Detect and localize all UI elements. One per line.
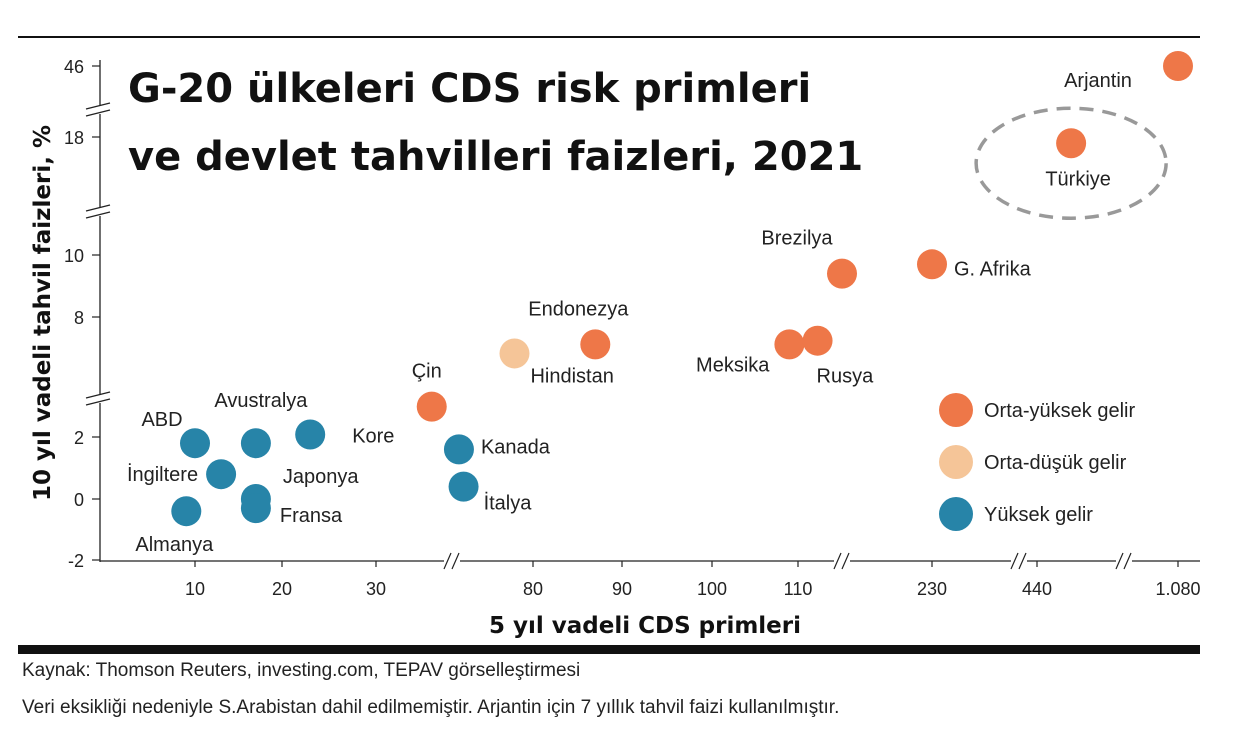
legend-swatch <box>939 445 973 479</box>
point-arjantin <box>1163 51 1193 81</box>
y-tick-label: 18 <box>64 128 84 148</box>
point-label-hindistan: Hindistan <box>530 365 613 387</box>
point-label-çin: Çin <box>412 361 442 383</box>
x-axis-break-mark <box>1123 552 1132 570</box>
point-abd <box>180 428 210 459</box>
x-tick-label: 230 <box>917 579 947 599</box>
chart-title-line-2: ve devlet tahvilleri faizleri, 2021 <box>128 134 863 180</box>
x-axis-break-gap <box>1116 558 1132 564</box>
point-rusya <box>802 325 833 356</box>
x-tick-label: 100 <box>697 579 727 599</box>
x-axis-title: 5 yıl vadeli CDS primleri <box>489 613 801 639</box>
point-çin <box>416 391 447 422</box>
x-axis-break-mark <box>1018 552 1027 570</box>
point-label-abd: ABD <box>141 409 182 431</box>
point-i-talya <box>448 471 479 502</box>
point-label-kore: Kore <box>352 425 394 447</box>
x-axis-break-mark <box>1115 552 1124 570</box>
point-endonezya <box>580 329 611 360</box>
point-kanada <box>443 434 474 465</box>
legend-label: Yüksek gelir <box>984 504 1093 526</box>
point-label-endonezya: Endonezya <box>528 298 629 320</box>
y-axis-break-low-gap <box>92 395 108 403</box>
legend-swatch <box>939 497 973 531</box>
y-axis-break-high-mark <box>85 102 111 110</box>
x-axis-break-mark <box>443 552 452 570</box>
y-tick-label: 10 <box>64 246 84 266</box>
x-tick-label: 110 <box>784 579 813 599</box>
data-note: Veri eksikliği nedeniyle S.Arabistan dah… <box>22 697 840 718</box>
x-tick-label: 20 <box>272 579 292 599</box>
point-label-japonya: Japonya <box>283 466 359 488</box>
x-tick-label: 440 <box>1022 579 1052 599</box>
point-meksika <box>774 329 805 360</box>
x-axis-break-mark <box>841 552 850 570</box>
y-axis-break-mid-mark <box>85 211 111 219</box>
point-label-fransa: Fransa <box>280 505 343 527</box>
footer-rule <box>18 645 1200 654</box>
y-axis-break-high-gap <box>92 106 108 114</box>
x-tick-label: 80 <box>523 579 543 599</box>
point-label-g-afrika: G. Afrika <box>954 258 1032 280</box>
y-axis-break-mid-mark <box>85 204 111 212</box>
y-tick-label: 8 <box>74 308 84 328</box>
turkiye-highlight-ellipse <box>974 106 1168 220</box>
chart-title-line-1: G-20 ülkeleri CDS risk primleri <box>128 66 811 112</box>
x-axis-break-gap <box>1011 558 1027 564</box>
y-axis-title: 10 yıl vadeli tahvil faizleri, % <box>30 125 56 501</box>
point-label-arjantin: Arjantin <box>1064 70 1132 92</box>
point-label-türkiye: Türkiye <box>1045 168 1111 190</box>
x-tick-label: 30 <box>366 579 386 599</box>
x-tick-label: 10 <box>185 579 205 599</box>
source-note: Kaynak: Thomson Reuters, investing.com, … <box>22 660 581 681</box>
y-axis-break-low-mark <box>85 398 111 406</box>
point-label-avustralya: Avustralya <box>214 390 308 412</box>
y-tick-label: 46 <box>64 57 84 77</box>
point-i-ngiltere <box>206 459 237 490</box>
y-axis-break-mid-gap <box>92 208 108 216</box>
point-fransa <box>240 493 271 524</box>
x-tick-label: 90 <box>612 579 632 599</box>
point-g-afrika <box>917 249 947 280</box>
y-tick-label: 0 <box>74 490 84 510</box>
point-brezilya <box>827 258 857 289</box>
point-label-kanada: Kanada <box>481 436 551 458</box>
x-axis-break-gap <box>834 558 850 564</box>
point-label-i-ngiltere: İngiltere <box>127 463 198 486</box>
point-türkiye <box>1056 128 1087 159</box>
point-label-almanya: Almanya <box>135 534 214 556</box>
x-axis-break-gap <box>444 558 460 564</box>
x-axis-break-mark <box>1010 552 1019 570</box>
point-avustralya <box>240 428 271 459</box>
legend-label: Orta-düşük gelir <box>984 452 1127 474</box>
point-almanya <box>171 496 202 527</box>
y-tick-label: 2 <box>74 428 84 448</box>
y-axis-break-high-mark <box>85 109 111 117</box>
point-label-brezilya: Brezilya <box>761 228 833 250</box>
x-axis-break-mark <box>451 552 460 570</box>
y-axis-break-low-mark <box>85 391 111 399</box>
legend-label: Orta-yüksek gelir <box>984 400 1135 422</box>
point-label-meksika: Meksika <box>696 354 770 376</box>
x-axis-break-mark <box>833 552 842 570</box>
x-tick-label: 1.080 <box>1155 579 1200 599</box>
point-label-rusya: Rusya <box>817 366 875 388</box>
plot-area: 10 20 30 80 90 100 110 230 440 1.080 -2 0 2 8 10 18 46 Ar… <box>64 51 1201 599</box>
point-label-i-talya: İtalya <box>484 492 533 515</box>
y-tick-label: -2 <box>68 551 84 571</box>
legend-swatch <box>939 393 973 427</box>
point-hindistan <box>499 338 530 369</box>
point-kore <box>295 419 326 450</box>
